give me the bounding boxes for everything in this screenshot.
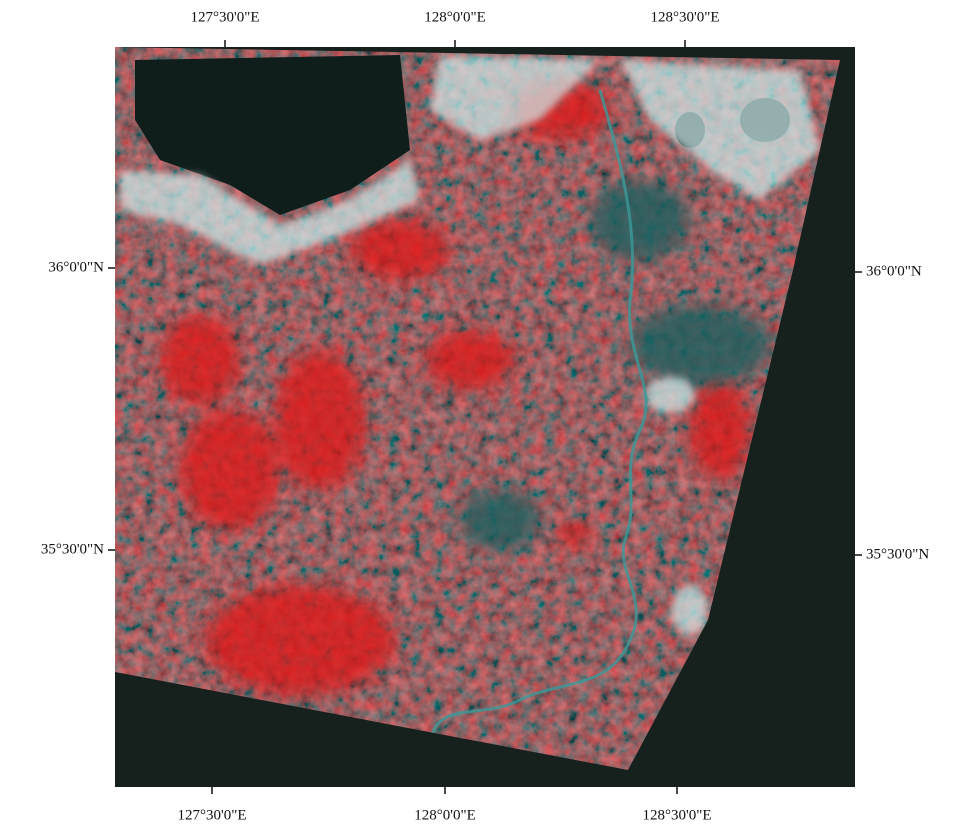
top-longitude-label: 127°30'0"E (191, 9, 260, 25)
bottom-longitude-label: 127°30'0"E (178, 807, 247, 823)
top-longitude-label: 128°0'0"E (424, 9, 486, 25)
bottom-longitude-label: 128°0'0"E (414, 807, 476, 823)
left-latitude-label: 35°30'0"N (41, 541, 104, 557)
map-figure: 127°30'0"E 128°0'0"E 128°30'0"E 127°30'0"E 1… (0, 0, 963, 832)
top-longitude-label: 128°30'0"E (651, 9, 720, 25)
right-latitude-label: 35°30'0"N (866, 546, 929, 562)
right-latitude-label: 36°0'0"N (866, 263, 922, 279)
left-latitude-label: 36°0'0"N (48, 259, 104, 275)
bottom-longitude-label: 128°30'0"E (643, 807, 712, 823)
